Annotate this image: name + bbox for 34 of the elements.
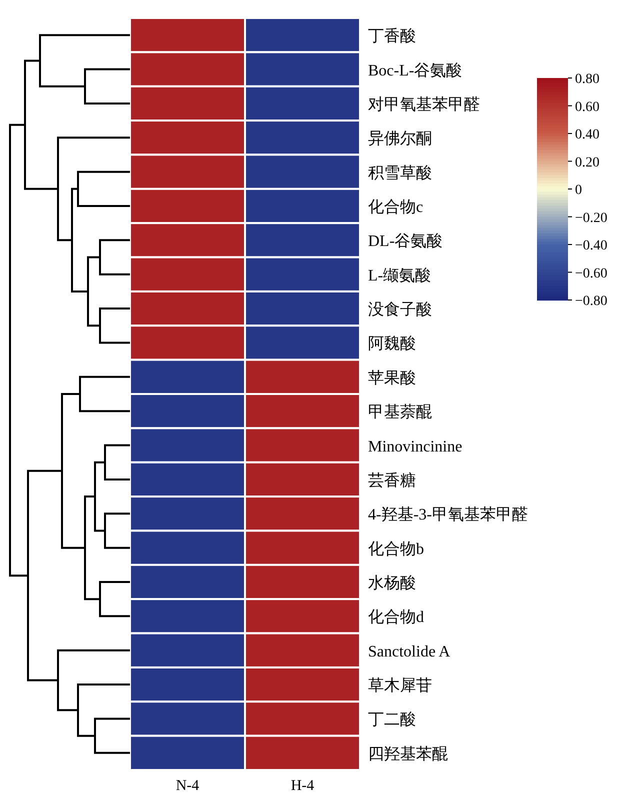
color-bar-label: −0.80 bbox=[575, 294, 608, 309]
x-tick-label: H-4 bbox=[290, 778, 315, 793]
y-tick-label: 苹果酸 bbox=[368, 368, 416, 387]
color-bar-label: 0.40 bbox=[575, 128, 600, 142]
y-tick-label: 四羟基苯醌 bbox=[368, 744, 448, 763]
y-tick-label: Boc-L-谷氨酸 bbox=[368, 61, 462, 80]
y-tick-label: 丁香酸 bbox=[368, 27, 416, 46]
y-tick-label: 4-羟基-3-甲氧基苯甲醛 bbox=[368, 506, 528, 524]
y-tick-label: 对甲氧基苯甲醛 bbox=[368, 95, 480, 114]
y-tick-label: 阿魏酸 bbox=[368, 334, 416, 353]
y-tick-label: 没食子酸 bbox=[368, 300, 432, 319]
y-tick-label: 芸香糖 bbox=[368, 471, 416, 490]
y-tick-label: 化合物c bbox=[368, 198, 424, 216]
color-bar-label: 0 bbox=[575, 183, 582, 198]
color-bar-label: 0.80 bbox=[575, 72, 600, 87]
y-tick-label: 化合物b bbox=[368, 540, 424, 558]
y-tick-label: 化合物d bbox=[368, 608, 424, 626]
y-tick-label: Sanctolide A bbox=[368, 643, 451, 660]
color-bar-label: 0.60 bbox=[575, 100, 600, 115]
y-tick-label: 积雪草酸 bbox=[368, 164, 432, 182]
color-bar-label: 0.20 bbox=[575, 155, 600, 170]
y-tick-label: 异佛尔酮 bbox=[368, 130, 432, 148]
y-tick-label: Minovincinine bbox=[368, 438, 462, 456]
x-tick-label: N-4 bbox=[176, 778, 200, 793]
y-tick-label: 草木犀苷 bbox=[368, 676, 432, 695]
y-tick-label: L-缬氨酸 bbox=[368, 266, 432, 284]
color-bar-label: −0.60 bbox=[575, 266, 608, 282]
colorbar: 0.80 0.60 0.40 0.20 0 −0.20 −0.40 −0.60 −0.80 bbox=[537, 72, 608, 309]
y-tick-label: 甲基萘醌 bbox=[368, 403, 432, 422]
y-tick-label: DL-谷氨酸 bbox=[368, 232, 443, 250]
color-bar-label: −0.40 bbox=[575, 238, 608, 254]
color-bar-label: −0.20 bbox=[575, 210, 608, 226]
y-tick-label: 水杨酸 bbox=[368, 574, 416, 592]
y-tick-label: 丁二酸 bbox=[368, 710, 416, 729]
